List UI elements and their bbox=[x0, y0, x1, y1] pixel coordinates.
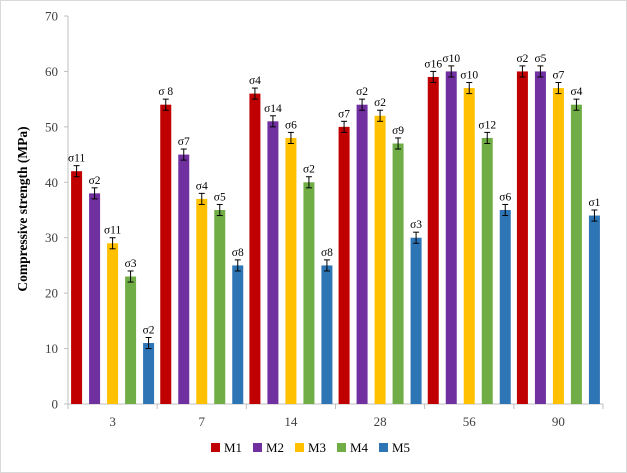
data-label: σ6 bbox=[285, 119, 297, 131]
legend-label: M5 bbox=[392, 440, 410, 455]
legend-label: M4 bbox=[350, 440, 369, 455]
data-label: σ3 bbox=[410, 219, 422, 231]
x-tick-label: 28 bbox=[374, 414, 387, 429]
bar bbox=[427, 76, 439, 404]
legend: M1 M2 M3 M4 M5 bbox=[211, 440, 410, 455]
data-label: σ7 bbox=[338, 108, 350, 120]
y-tick-label: 30 bbox=[45, 230, 58, 245]
bar bbox=[463, 88, 475, 405]
data-label: σ2 bbox=[374, 97, 386, 109]
data-label: σ1 bbox=[588, 197, 600, 209]
data-label: σ12 bbox=[478, 119, 496, 131]
data-label: σ3 bbox=[125, 258, 137, 270]
x-tick-label: 90 bbox=[552, 414, 565, 429]
data-label: σ5 bbox=[534, 53, 546, 65]
bar bbox=[303, 182, 315, 404]
data-label: σ4 bbox=[570, 86, 582, 98]
bar bbox=[125, 276, 137, 404]
data-label: σ10 bbox=[442, 53, 460, 65]
y-tick-label: 20 bbox=[45, 286, 58, 301]
bars-layer bbox=[71, 65, 600, 405]
bar bbox=[214, 210, 226, 404]
x-tick-label: 7 bbox=[199, 414, 206, 429]
bar bbox=[232, 265, 244, 404]
legend-swatch bbox=[253, 443, 262, 452]
data-label: σ7 bbox=[552, 70, 564, 82]
bar bbox=[321, 265, 333, 404]
bar bbox=[160, 104, 172, 404]
bar bbox=[107, 243, 119, 404]
y-tick-label: 50 bbox=[45, 119, 58, 134]
bar bbox=[196, 198, 208, 404]
legend-swatch bbox=[211, 443, 220, 452]
bar bbox=[178, 154, 190, 404]
legend-label: M2 bbox=[266, 440, 284, 455]
data-label: σ2 bbox=[356, 86, 368, 98]
data-label: σ10 bbox=[460, 70, 478, 82]
x-tick-label: 14 bbox=[284, 414, 298, 429]
bar bbox=[338, 126, 350, 404]
bar bbox=[516, 71, 528, 404]
data-label: σ2 bbox=[143, 324, 155, 336]
data-label: σ4 bbox=[249, 75, 261, 87]
data-labels-layer: σ11 σ 8 σ4 σ7 σ16 σ2 σ2 σ7 σ14 σ2 σ10 σ5 σ11 σ4 σ6 σ2 σ1… bbox=[68, 53, 601, 337]
bar bbox=[143, 343, 155, 404]
bar bbox=[249, 93, 261, 404]
legend-label: M1 bbox=[224, 440, 242, 455]
data-label: σ11 bbox=[68, 153, 86, 165]
data-label: σ5 bbox=[214, 191, 226, 203]
legend-swatch bbox=[337, 443, 346, 452]
bar bbox=[410, 237, 422, 404]
bar bbox=[392, 143, 404, 404]
data-label: σ7 bbox=[178, 136, 190, 148]
data-label: σ11 bbox=[104, 225, 122, 237]
bar bbox=[552, 88, 564, 405]
y-tick-label: 10 bbox=[45, 341, 58, 356]
bar bbox=[89, 193, 101, 404]
y-tick-label: 0 bbox=[52, 397, 59, 412]
bar bbox=[267, 121, 279, 405]
data-label: σ 8 bbox=[158, 86, 173, 98]
x-tick-label: 3 bbox=[109, 414, 116, 429]
legend-swatch bbox=[295, 443, 304, 452]
data-label: σ2 bbox=[303, 164, 315, 176]
axes-layer: 0 10 20 30 40 50 60 70 3 7 14 28 56 90 bbox=[45, 9, 604, 429]
data-label: σ14 bbox=[264, 103, 282, 115]
bar bbox=[499, 210, 511, 404]
data-label: σ4 bbox=[196, 180, 208, 192]
legend-label: M3 bbox=[308, 440, 326, 455]
y-axis-title: Compressive strength (MPa) bbox=[15, 126, 30, 291]
bar bbox=[374, 115, 386, 405]
data-label: σ2 bbox=[89, 175, 101, 187]
bar bbox=[445, 71, 457, 404]
bar bbox=[356, 104, 368, 404]
bar bbox=[481, 137, 493, 404]
bar bbox=[588, 215, 600, 404]
bar bbox=[570, 104, 582, 404]
legend-swatch bbox=[379, 443, 388, 452]
bar bbox=[71, 171, 83, 404]
data-label: σ8 bbox=[232, 247, 244, 259]
y-tick-label: 40 bbox=[45, 175, 58, 190]
y-tick-label: 60 bbox=[45, 64, 58, 79]
data-label: σ9 bbox=[392, 125, 404, 137]
y-tick-label: 70 bbox=[45, 9, 58, 24]
data-label: σ6 bbox=[499, 191, 511, 203]
bar bbox=[534, 71, 546, 404]
bar bbox=[285, 137, 297, 404]
data-label: σ8 bbox=[321, 247, 333, 259]
x-tick-label: 56 bbox=[463, 414, 477, 429]
data-label: σ16 bbox=[424, 58, 442, 70]
data-label: σ2 bbox=[516, 53, 528, 65]
